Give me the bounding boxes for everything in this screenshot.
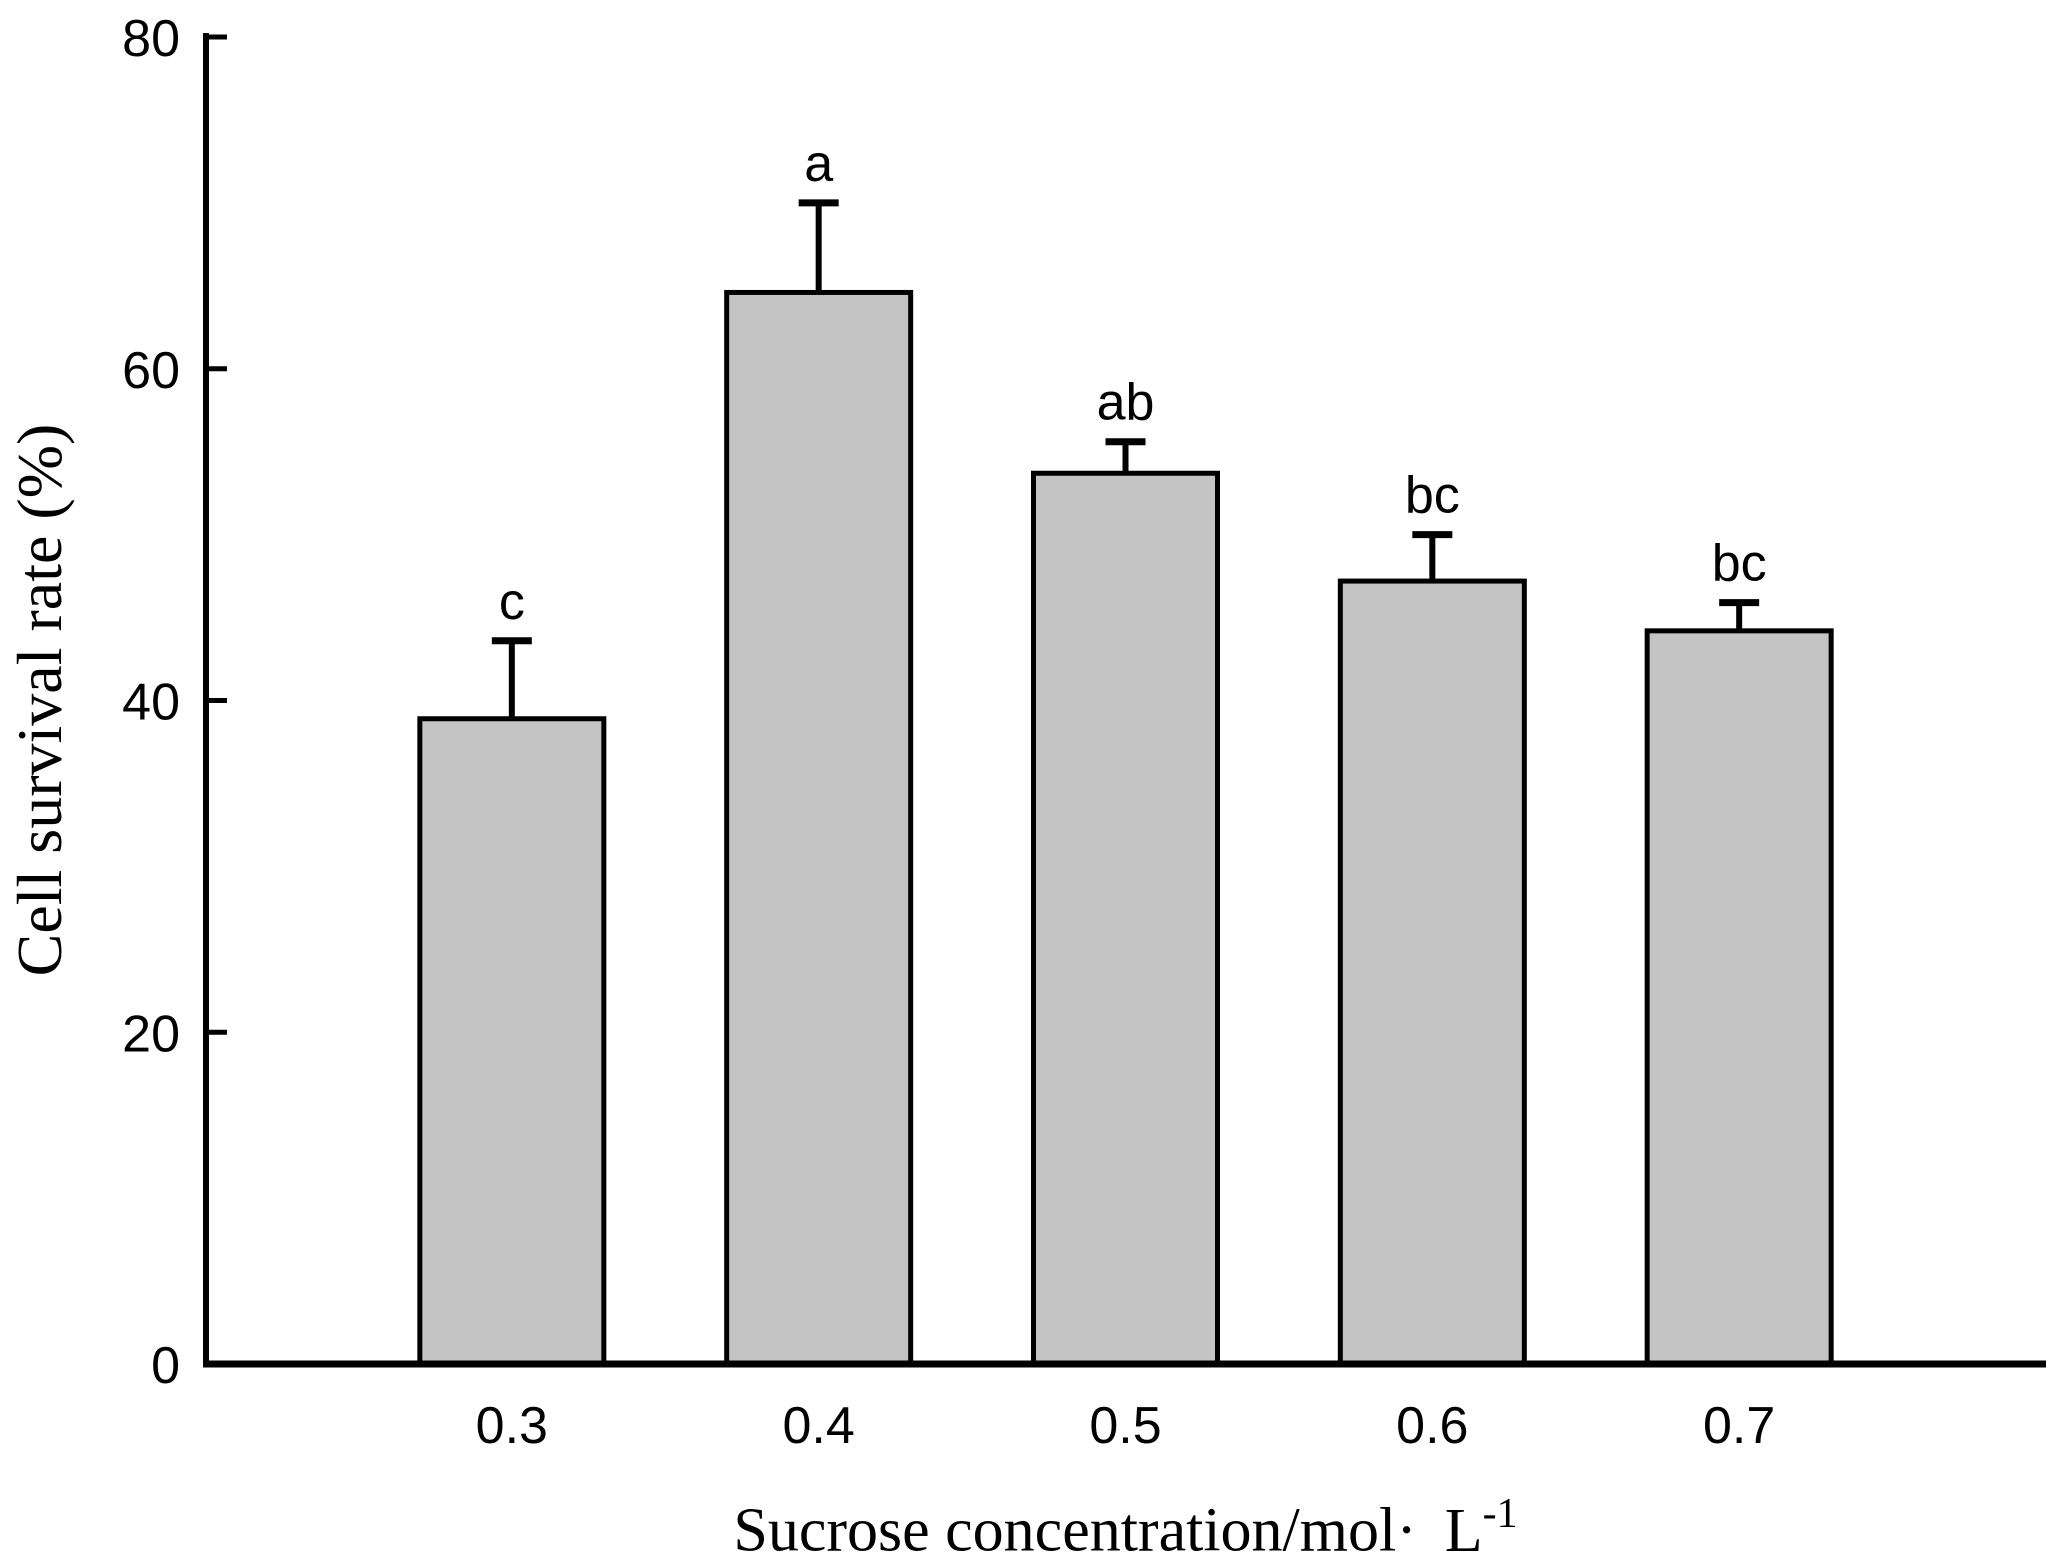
bar	[417, 716, 607, 1367]
significance-label: bc	[1712, 535, 1767, 593]
x-axis-title-exponent: -1	[1482, 1491, 1518, 1537]
significance-label: ab	[1097, 374, 1155, 432]
y-tick-label: 40	[122, 674, 180, 732]
x-tick-label: 0.6	[1396, 1397, 1468, 1455]
bar	[1031, 470, 1220, 1367]
bar	[1644, 628, 1834, 1367]
x-tick-label: 0.7	[1703, 1397, 1775, 1455]
x-axis-title-main: Sucrose concentration/mol·	[733, 1496, 1417, 1563]
significance-label: a	[804, 135, 833, 193]
y-tick-label: 0	[151, 1337, 180, 1395]
bar	[1337, 578, 1527, 1367]
x-axis-title-unit: L	[1444, 1496, 1483, 1563]
x-tick-label: 0.3	[476, 1397, 548, 1455]
y-axis-title: Cell survival rate (%)	[4, 423, 75, 977]
bar	[724, 289, 914, 1367]
y-tick-label: 80	[122, 10, 180, 68]
x-axis-title: Sucrose concentration/mol· L-1	[205, 1491, 2046, 1563]
significance-label: bc	[1405, 467, 1460, 525]
x-tick-label: 0.5	[1089, 1397, 1161, 1455]
significance-label: c	[499, 573, 525, 631]
x-tick-label: 0.4	[783, 1397, 855, 1455]
y-tick-label: 60	[122, 342, 180, 400]
y-tick-label: 20	[122, 1005, 180, 1063]
